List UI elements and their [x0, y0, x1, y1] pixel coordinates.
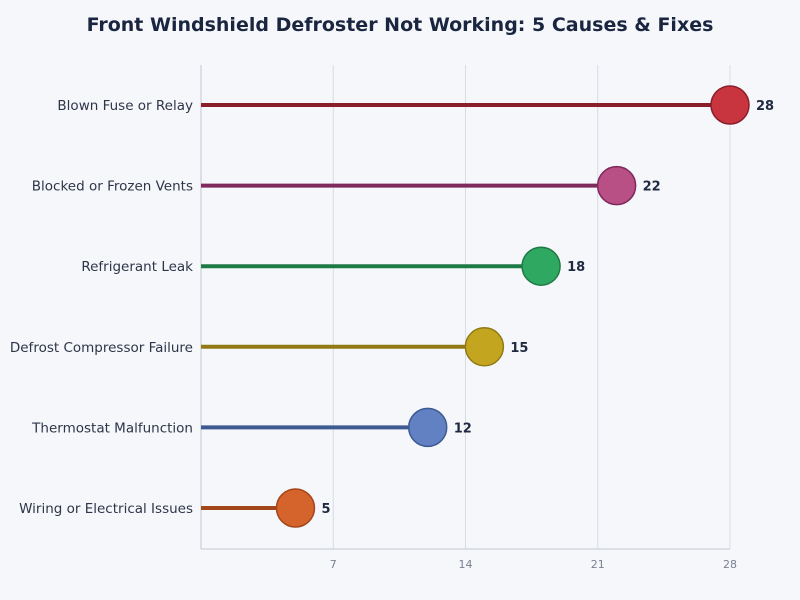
category-label: Thermostat Malfunction — [31, 420, 193, 436]
chart-title: Front Windshield Defroster Not Working: … — [86, 14, 714, 36]
category-label: Blocked or Frozen Vents — [32, 179, 193, 195]
value-label: 28 — [756, 99, 774, 114]
category-label: Defrost Compressor Failure — [10, 340, 193, 356]
category-label: Wiring or Electrical Issues — [19, 501, 193, 517]
value-label: 5 — [321, 502, 330, 517]
value-label: 22 — [643, 180, 661, 195]
x-tick-label: 21 — [591, 558, 605, 571]
x-tick-label: 7 — [330, 558, 337, 571]
category-label: Blown Fuse or Relay — [57, 98, 193, 114]
value-label: 18 — [567, 260, 585, 275]
category-label: Refrigerant Leak — [81, 259, 193, 275]
value-label: 12 — [454, 421, 472, 436]
lollipop-marker — [710, 85, 750, 125]
lollipop-marker — [407, 407, 448, 448]
value-label: 15 — [510, 341, 528, 356]
lollipop-marker — [275, 488, 316, 528]
x-tick-label: 28 — [723, 558, 737, 571]
lollipop-marker — [596, 165, 637, 206]
x-tick-label: 14 — [459, 558, 473, 571]
lollipop-marker — [521, 246, 561, 286]
lollipop-marker — [464, 327, 505, 367]
